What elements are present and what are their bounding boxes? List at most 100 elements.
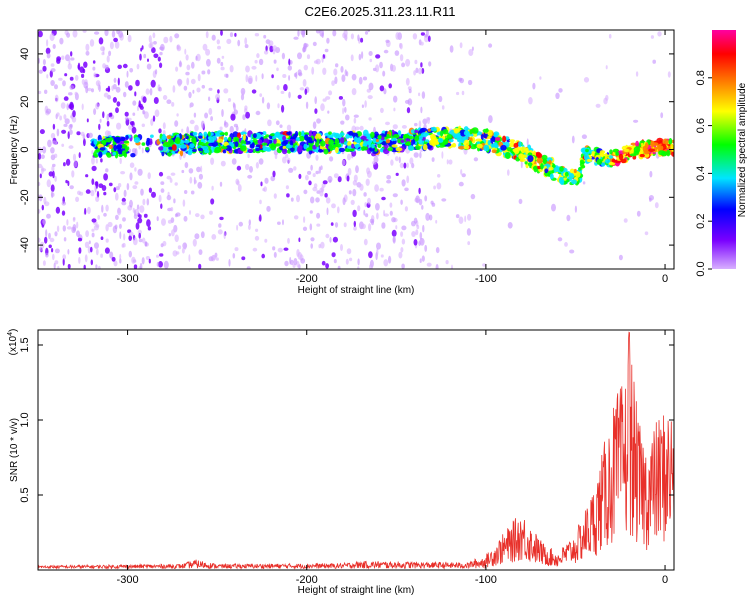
spectrogram-speckle bbox=[299, 87, 305, 91]
spectrogram-speckle bbox=[40, 154, 45, 159]
spectrogram-speckle bbox=[200, 231, 205, 239]
spectrogram-speckle bbox=[69, 123, 73, 128]
spectrogram-speckle bbox=[105, 238, 109, 243]
spectrogram-speckle bbox=[174, 234, 179, 243]
spectrogram-speckle bbox=[242, 114, 246, 121]
spectrogram-speckle bbox=[100, 158, 103, 163]
spectrogram-speckle bbox=[81, 73, 85, 78]
spectrogram-speckle bbox=[372, 160, 377, 165]
spectrogram-speckle bbox=[318, 244, 322, 249]
spectrogram-speckle bbox=[280, 90, 285, 94]
spectrogram-speckle bbox=[419, 232, 423, 240]
spectrogram-speckle bbox=[350, 54, 354, 62]
spectrogram-speckle bbox=[119, 157, 122, 165]
spectrogram-ridge-cell bbox=[166, 152, 173, 156]
spectrogram-speckle bbox=[176, 45, 182, 52]
spectrogram-speckle bbox=[142, 110, 146, 115]
spectrogram-ridge-cell bbox=[339, 132, 345, 136]
spectrogram-speckle bbox=[315, 154, 319, 161]
spectrogram-speckle bbox=[115, 107, 119, 114]
spectrogram-ridge-cell bbox=[648, 148, 655, 152]
spectrogram-ridge-cell bbox=[518, 153, 525, 160]
spectrogram-speckle bbox=[138, 232, 141, 239]
spectrogram-speckle bbox=[421, 91, 426, 99]
spectrogram-ridge-cell bbox=[307, 136, 313, 144]
spectrogram-speckle bbox=[174, 120, 179, 127]
spectrogram-ridge-cell bbox=[251, 142, 255, 148]
spectrogram-speckle bbox=[102, 63, 106, 69]
spectrogram-speckle bbox=[184, 48, 187, 55]
spectrogram-speckle bbox=[310, 196, 315, 204]
spectrogram-speckle bbox=[42, 260, 46, 266]
spectrogram-speckle bbox=[113, 77, 117, 83]
spectrogram-speckle bbox=[134, 91, 137, 97]
spectrogram-speckle bbox=[163, 260, 169, 269]
spectrogram-speckle bbox=[241, 91, 245, 96]
spectrogram-speckle bbox=[416, 224, 420, 230]
spectrogram-speckle bbox=[345, 258, 349, 265]
spectrogram-speckle bbox=[103, 92, 109, 98]
spectrogram-speckle bbox=[140, 47, 143, 52]
spectrogram-speckle bbox=[157, 56, 161, 62]
spectrogram-speckle bbox=[160, 181, 165, 186]
spectrogram-speckle bbox=[290, 197, 294, 202]
spectrogram-ridge-cell bbox=[211, 135, 217, 141]
spectrogram-speckle bbox=[87, 246, 91, 254]
spectrogram-ridge-cell bbox=[320, 140, 326, 147]
spectrogram-speckle bbox=[101, 52, 105, 56]
spectrogram-ridge-cell bbox=[159, 138, 163, 142]
spectrogram-speckle bbox=[411, 231, 416, 237]
spectrogram-x-axis-label: Height of straight line (km) bbox=[298, 285, 415, 296]
spectrogram-speckle bbox=[120, 171, 126, 175]
spectrogram-ridge-cell bbox=[442, 138, 449, 145]
spectrogram-speckle bbox=[313, 183, 318, 189]
spectrogram-speckle bbox=[54, 260, 59, 265]
spectrogram-speckle bbox=[69, 129, 73, 135]
spectrogram-ridge-cell bbox=[536, 157, 543, 164]
spectrogram-speckle bbox=[312, 173, 316, 178]
spectrogram-speckle bbox=[51, 248, 54, 253]
spectrogram-speckle bbox=[188, 91, 192, 99]
spectrogram-speckle bbox=[219, 126, 223, 131]
spectrogram-speckle bbox=[623, 218, 628, 223]
spectrogram-y-ticks: -40 -20 0 20 40 bbox=[19, 48, 674, 253]
spectrogram-ridge-cell bbox=[191, 136, 197, 144]
spectrogram-speckle bbox=[115, 192, 119, 201]
snr-y-axis-label: SNR (10 * v/v) bbox=[9, 418, 20, 482]
spectrogram-speckle bbox=[195, 213, 200, 218]
spectrogram-speckle bbox=[84, 254, 88, 263]
spectrogram-speckle bbox=[375, 54, 381, 59]
spectrogram-ridge-cell bbox=[658, 150, 665, 156]
spectrogram-speckle bbox=[298, 72, 303, 77]
spectrogram-speckle bbox=[247, 75, 253, 84]
spectrogram-speckle bbox=[106, 113, 110, 121]
spectrogram-speckle bbox=[136, 106, 140, 111]
colorbar: 0.0 0.2 0.4 0.6 0.8 Normalized spectral ampl… bbox=[695, 30, 748, 277]
spectrogram-ridge-cell bbox=[446, 134, 453, 140]
spectrogram-ridge-cell bbox=[158, 146, 164, 151]
spectrogram-speckle bbox=[649, 170, 653, 178]
spectrogram-speckle bbox=[420, 32, 425, 36]
spectrogram-ridge-cell bbox=[338, 147, 346, 153]
spectrogram-speckle bbox=[208, 87, 213, 91]
spectrogram-ridge-cell bbox=[575, 171, 581, 178]
spectrogram-speckle bbox=[285, 185, 289, 190]
spectrogram-speckle bbox=[322, 180, 328, 185]
spectrogram-speckle bbox=[136, 63, 140, 70]
spectrogram-speckle bbox=[78, 247, 82, 254]
spectrogram-speckle bbox=[264, 238, 268, 243]
spectrogram-speckle bbox=[200, 165, 203, 173]
spectrogram-speckle bbox=[276, 84, 280, 91]
spectrogram-speckle bbox=[295, 71, 298, 79]
spectrogram-speckle bbox=[54, 231, 58, 237]
spectrogram-ridge-cell bbox=[234, 141, 239, 148]
spectrogram-speckle bbox=[269, 45, 274, 53]
spectrogram-speckle bbox=[95, 264, 98, 269]
spectrogram-speckle bbox=[63, 162, 66, 167]
spectrogram-speckle bbox=[128, 250, 132, 258]
spectrogram-ridge-cell bbox=[355, 144, 359, 150]
spectrogram-ridge-cell bbox=[604, 152, 608, 160]
spectrogram-speckle bbox=[360, 37, 364, 43]
spectrogram-ridge-cell bbox=[596, 158, 603, 165]
spectrogram-speckle bbox=[429, 214, 433, 221]
